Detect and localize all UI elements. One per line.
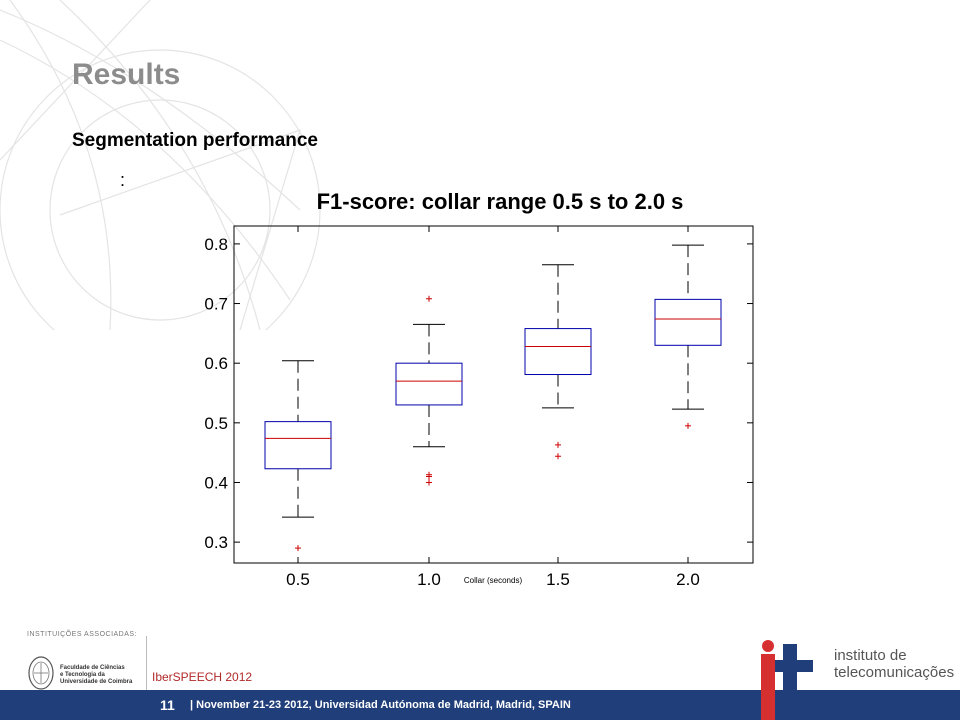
it-logo-icon [761,640,813,720]
it-logo-text: instituto de telecomunicações [834,647,955,681]
outlier-marker [295,545,301,552]
footer-divider [146,636,147,702]
x-axis-label: Collar (seconds) [464,576,523,585]
chart-title: F1-score: collar range 0.5 s to 2.0 s [316,189,684,214]
y-tick-label: 0.4 [204,473,228,492]
colon-mark: : [120,170,126,190]
outlier-marker [555,441,561,448]
plot-frame [233,225,754,564]
box [654,298,722,346]
uc-seal-icon [28,656,54,690]
y-tick-label: 0.8 [204,235,228,254]
footer-bar [0,690,960,720]
outlier-marker [426,473,432,480]
outlier-marker [426,295,432,302]
slide-title: Results [72,58,181,91]
associated-institutions-label: INSTITUIÇÕES ASSOCIADAS: [27,631,138,638]
y-tick-label: 0.3 [204,533,228,552]
x-tick-label: 1.0 [417,570,441,589]
box [264,421,332,470]
box [395,362,463,406]
page-number: 11 [160,697,175,713]
conference-label: IberSPEECH 2012 [152,670,253,684]
boxplot-chart: 0.3 0.4 0.5 0.6 0.7 0.8 0.5 1.0 1.5 2.0 Collar (se… [204,225,754,589]
slide-subtitle: Segmentation performance [72,130,318,151]
x-tick-label: 1.5 [546,570,570,589]
box [524,328,592,376]
x-tick-label: 2.0 [676,570,700,589]
footer-text: | November 21-23 2012, Universidad Autón… [190,699,571,711]
background-decoration [0,0,321,330]
outlier-marker [426,479,432,486]
y-tick-label: 0.6 [204,354,228,373]
outlier-marker [685,422,691,429]
uc-logo-text: Faculdade de Ciências e Tecnologia da Un… [60,665,133,685]
x-tick-label: 0.5 [286,570,310,589]
y-tick-label: 0.5 [204,414,228,433]
y-tick-label: 0.7 [204,295,228,314]
outlier-marker [555,453,561,460]
